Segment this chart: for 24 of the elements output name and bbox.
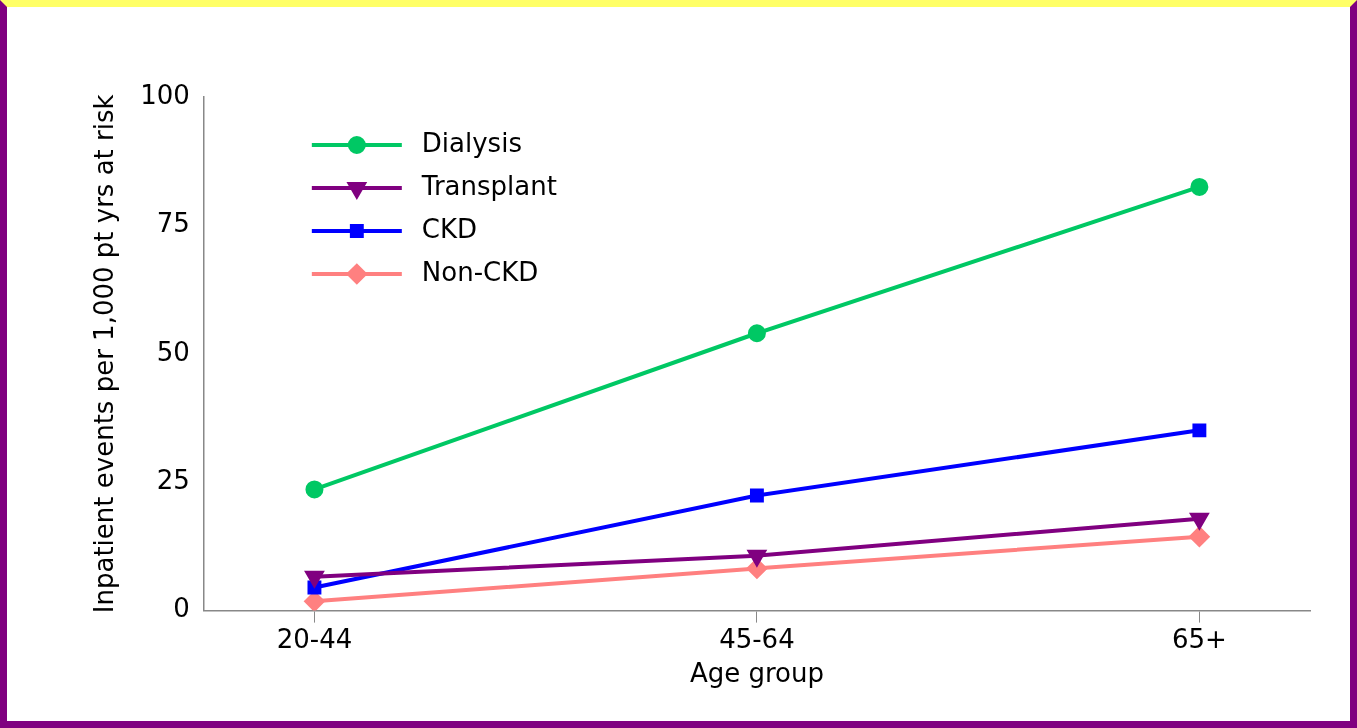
x-tick-label: 20-44 — [276, 623, 353, 654]
point — [747, 324, 766, 343]
legend-label: Non-CKD — [421, 256, 539, 287]
x-tick-label: 45-64 — [719, 623, 795, 654]
y-tick-label: 100 — [140, 79, 190, 110]
point — [1190, 512, 1209, 529]
legend-label: CKD — [421, 213, 478, 244]
y-tick-label: 50 — [156, 336, 190, 367]
legend-label: Dialysis — [421, 127, 522, 158]
point — [1190, 177, 1209, 196]
point — [1192, 423, 1207, 438]
point — [305, 570, 324, 587]
y-tick-label: 25 — [156, 464, 190, 495]
point — [304, 591, 325, 611]
x-axis-title: Age group — [689, 658, 824, 689]
point — [1189, 526, 1210, 547]
x-tick-label: 65+ — [1171, 623, 1227, 654]
y-axis-title: Inpatient events per 1,000 pt yrs at risk — [89, 94, 120, 614]
point — [749, 488, 764, 503]
legend-label: Transplant — [420, 170, 557, 201]
y-tick-label: 75 — [156, 208, 190, 239]
y-tick-label: 0 — [173, 593, 190, 624]
point — [747, 549, 766, 566]
point — [305, 480, 324, 499]
